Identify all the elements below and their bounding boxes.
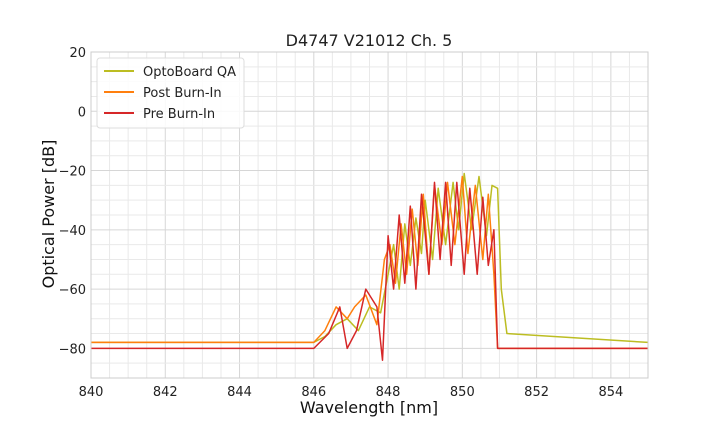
y-tick-label: −60 xyxy=(59,283,86,298)
y-tick-label: 20 xyxy=(69,46,86,61)
x-tick-label: 848 xyxy=(376,385,401,400)
x-tick-label: 852 xyxy=(524,385,549,400)
legend-label: Post Burn-In xyxy=(143,86,222,101)
series-line-2 xyxy=(91,181,648,361)
plot-frame xyxy=(90,51,649,379)
x-tick-label: 842 xyxy=(153,385,178,400)
y-tick-label: −40 xyxy=(59,224,86,239)
y-axis-title: Optical Power [dB] xyxy=(39,140,58,289)
y-tick-label: −20 xyxy=(59,165,86,180)
y-tick-label: −80 xyxy=(59,342,86,357)
y-tick-labels: 20 0 −20 −40 −60 −80 xyxy=(59,46,86,357)
y-tick-label: 0 xyxy=(78,105,86,120)
legend-label: OptoBoard QA xyxy=(143,65,236,80)
x-axis-title: Wavelength [nm] xyxy=(300,398,438,417)
legend-box xyxy=(96,57,245,129)
legend-label: Pre Burn-In xyxy=(143,107,215,122)
x-tick-label: 854 xyxy=(598,385,623,400)
x-tick-label: 846 xyxy=(301,385,326,400)
x-tick-label: 840 xyxy=(79,385,104,400)
x-tick-label: 850 xyxy=(450,385,475,400)
chart-title: D4747 V21012 Ch. 5 xyxy=(286,31,453,50)
x-tick-labels: 840 842 844 846 848 850 852 854 xyxy=(79,385,624,400)
series-lines xyxy=(91,172,648,361)
x-tick-label: 844 xyxy=(227,385,252,400)
legend: OptoBoard QA Post Burn-In Pre Burn-In xyxy=(96,57,245,129)
